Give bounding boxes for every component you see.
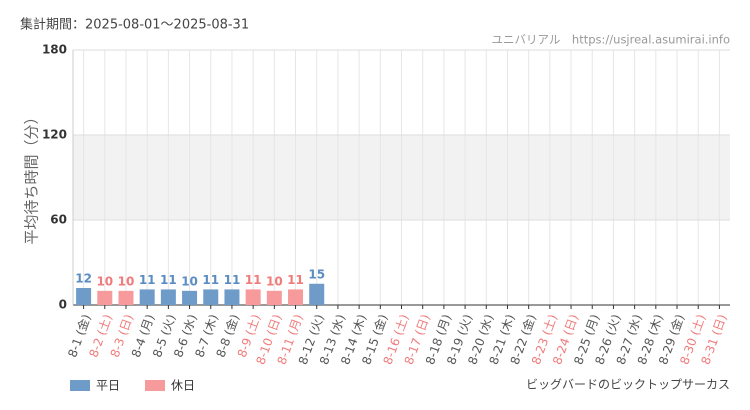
legend-label: 平日 bbox=[96, 379, 120, 393]
y-tick-label: 180 bbox=[42, 43, 67, 57]
value-label: 11 bbox=[224, 273, 241, 287]
chart-title: 集計期間：2025-08-01～2025-08-31 bbox=[20, 17, 249, 33]
legend-label: 休日 bbox=[171, 379, 195, 393]
value-label: 10 bbox=[118, 274, 135, 288]
value-label: 11 bbox=[139, 273, 156, 287]
value-label: 10 bbox=[181, 274, 198, 288]
bar bbox=[139, 289, 155, 305]
legend-swatch bbox=[70, 380, 90, 391]
y-tick-label: 60 bbox=[50, 213, 67, 227]
bar bbox=[203, 289, 219, 305]
bar bbox=[245, 289, 261, 305]
value-label: 11 bbox=[287, 273, 304, 287]
bar bbox=[118, 290, 134, 305]
bar bbox=[97, 290, 113, 305]
source: ユニバリアル https://usjreal.asumirai.info bbox=[492, 33, 730, 47]
value-label: 10 bbox=[266, 274, 283, 288]
y-axis-label: 平均待ち時間（分） bbox=[23, 109, 41, 244]
value-label: 15 bbox=[308, 267, 325, 281]
bar bbox=[160, 289, 176, 305]
value-label: 10 bbox=[96, 274, 113, 288]
value-label: 12 bbox=[75, 272, 92, 286]
y-tick-label: 0 bbox=[59, 298, 67, 312]
bar bbox=[288, 289, 304, 305]
bar bbox=[224, 289, 240, 305]
value-label: 11 bbox=[245, 273, 262, 287]
bar bbox=[76, 288, 92, 305]
bar bbox=[182, 290, 198, 305]
value-label: 11 bbox=[160, 273, 177, 287]
y-tick-label: 120 bbox=[42, 128, 67, 142]
bar bbox=[266, 290, 282, 305]
legend-swatch bbox=[145, 380, 165, 391]
value-label: 11 bbox=[202, 273, 219, 287]
subtitle: ビッグバードのビックトップサーカス bbox=[526, 378, 730, 392]
bar bbox=[309, 283, 325, 305]
